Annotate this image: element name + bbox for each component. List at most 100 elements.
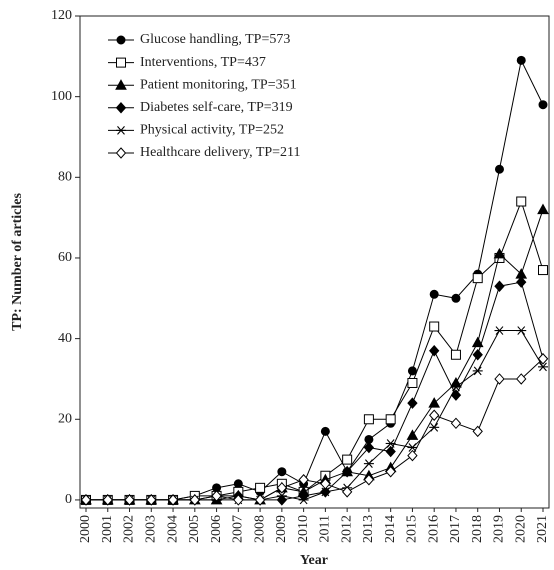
x-tick-label: 2011 xyxy=(318,515,333,542)
marker xyxy=(538,362,548,372)
marker xyxy=(406,429,419,440)
marker xyxy=(494,280,505,292)
series-line xyxy=(86,199,544,501)
marker xyxy=(516,196,527,207)
marker xyxy=(385,414,396,425)
x-tick-label: 2017 xyxy=(448,515,463,543)
marker xyxy=(472,425,483,438)
marker xyxy=(451,293,461,303)
marker-stroke xyxy=(299,495,308,505)
marker xyxy=(516,55,526,65)
marker xyxy=(277,467,287,477)
y-tick-label: 20 xyxy=(58,411,72,426)
marker xyxy=(298,490,309,502)
marker xyxy=(276,494,288,506)
y-axis-label: TP: Number of articles xyxy=(10,193,25,331)
marker-stroke xyxy=(386,439,395,448)
x-tick-label: 2020 xyxy=(513,515,528,543)
marker xyxy=(341,465,353,478)
marker xyxy=(124,494,135,506)
marker-stroke xyxy=(452,382,460,392)
marker xyxy=(429,344,440,357)
marker xyxy=(276,482,288,494)
x-tick-label: 2021 xyxy=(535,515,550,543)
series-line xyxy=(86,358,544,501)
marker xyxy=(428,397,441,408)
x-tick-label: 2014 xyxy=(383,515,398,543)
y-tick-label: 0 xyxy=(65,492,72,507)
marker xyxy=(407,449,418,462)
x-tick-label: 2018 xyxy=(470,515,485,543)
x-tick-label: 2005 xyxy=(187,515,202,543)
marker xyxy=(233,479,243,489)
marker xyxy=(363,414,374,425)
y-tick-label: 120 xyxy=(51,8,72,23)
marker xyxy=(363,459,374,469)
marker xyxy=(320,487,331,497)
marker xyxy=(276,491,287,501)
x-tick-label: 2000 xyxy=(78,515,93,543)
marker xyxy=(450,349,461,360)
marker-stroke xyxy=(473,366,482,376)
marker xyxy=(342,454,353,465)
x-tick-label: 2007 xyxy=(231,515,246,543)
marker xyxy=(538,100,548,110)
legend-label: Diabetes self-care, TP=319 xyxy=(140,100,293,115)
marker xyxy=(167,494,179,506)
marker xyxy=(298,474,309,486)
marker-stroke xyxy=(495,326,504,335)
marker xyxy=(429,422,440,432)
marker xyxy=(450,376,462,388)
plot-frame xyxy=(79,15,550,509)
marker xyxy=(116,126,126,135)
marker xyxy=(233,494,244,506)
marker xyxy=(516,373,527,385)
marker xyxy=(472,366,483,376)
marker-stroke xyxy=(364,459,373,469)
marker xyxy=(320,478,331,490)
marker xyxy=(493,247,506,259)
marker xyxy=(298,495,309,505)
legend-label: Patient monitoring, TP=351 xyxy=(140,77,297,92)
x-tick-label: 2010 xyxy=(296,515,311,543)
marker xyxy=(407,366,417,376)
marker xyxy=(472,273,483,284)
x-tick-label: 2001 xyxy=(100,515,115,543)
x-axis-label: Year xyxy=(300,553,328,568)
marker xyxy=(407,377,418,388)
marker xyxy=(254,494,266,506)
legend-label: Glucose handling, TP=573 xyxy=(140,32,290,47)
marker xyxy=(538,265,548,276)
marker xyxy=(115,102,127,114)
x-tick-label: 2006 xyxy=(209,515,224,543)
marker-stroke xyxy=(277,491,286,501)
marker-stroke xyxy=(517,326,526,335)
marker xyxy=(450,417,462,430)
marker xyxy=(537,203,549,215)
marker xyxy=(211,490,222,502)
marker xyxy=(80,494,92,506)
marker xyxy=(255,482,266,493)
marker xyxy=(429,289,439,299)
x-tick-label: 2012 xyxy=(339,515,354,543)
marker xyxy=(320,426,330,436)
legend-label: Healthcare delivery, TP=211 xyxy=(140,145,301,160)
marker xyxy=(385,465,396,478)
legend-label: Interventions, TP=437 xyxy=(140,55,266,70)
marker xyxy=(385,445,396,458)
marker xyxy=(115,79,127,90)
marker xyxy=(102,494,113,506)
y-tick-label: 40 xyxy=(58,331,72,346)
marker xyxy=(516,276,527,288)
marker xyxy=(189,494,200,506)
marker xyxy=(407,397,418,409)
marker-stroke xyxy=(117,126,125,135)
x-tick-label: 2009 xyxy=(274,515,289,543)
marker-stroke xyxy=(321,487,330,497)
marker xyxy=(146,494,157,506)
x-tick-label: 2008 xyxy=(252,515,267,543)
marker xyxy=(407,443,418,452)
marker xyxy=(116,35,126,45)
x-tick-label: 2019 xyxy=(492,515,507,543)
